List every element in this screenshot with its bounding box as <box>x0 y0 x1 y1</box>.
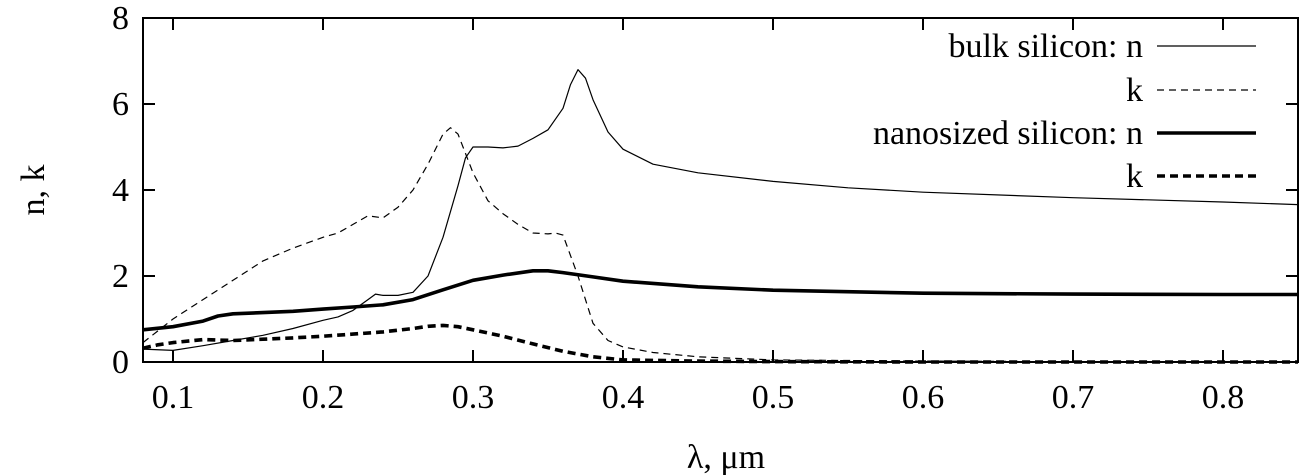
y-tick-label: 0 <box>112 344 129 381</box>
x-axis-label: λ, μm <box>687 439 765 476</box>
plot-lines <box>142 69 1299 364</box>
legend-label-bulk-silicon-k: k <box>1126 72 1143 109</box>
x-tick-label: 0.7 <box>1052 379 1095 416</box>
y-tick-label: 8 <box>112 0 129 37</box>
x-tick-label: 0.8 <box>1202 379 1245 416</box>
axes: 0.1 0.2 0.3 0.4 0.5 0.6 0.7 0.8 0 2 4 6 8 <box>112 0 1299 416</box>
x-tick-label: 0.5 <box>752 379 795 416</box>
y-axis-label: n, k <box>15 165 52 216</box>
legend-label-nanosized-silicon-n: nanosized silicon: n <box>873 115 1143 152</box>
x-tick-label: 0.1 <box>152 379 195 416</box>
x-tick-label: 0.6 <box>902 379 945 416</box>
y-tick-label: 6 <box>112 86 129 123</box>
series-line-bulk-silicon-k <box>142 127 1298 363</box>
x-tick-label: 0.4 <box>602 379 645 416</box>
legend-label-bulk-silicon-n: bulk silicon: n <box>948 28 1143 65</box>
series-line-nanosized-silicon-k <box>142 323 1298 364</box>
legend: bulk silicon: n k nanosized silicon: n k <box>873 28 1256 195</box>
x-tick-label: 0.2 <box>302 379 345 416</box>
series-line-nanosized-silicon-n <box>142 269 1298 332</box>
y-tick-label: 4 <box>112 172 129 209</box>
legend-label-nanosized-silicon-k: k <box>1126 158 1143 195</box>
series-line-bulk-silicon-n <box>142 69 1299 351</box>
x-tick-label: 0.3 <box>452 379 495 416</box>
y-tick-label: 2 <box>112 258 129 295</box>
